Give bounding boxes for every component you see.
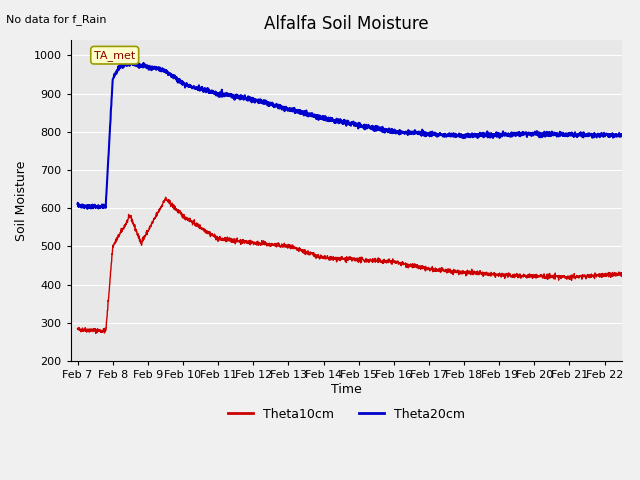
Legend: Theta10cm, Theta20cm: Theta10cm, Theta20cm [223, 403, 470, 425]
Text: TA_met: TA_met [94, 50, 135, 60]
Text: No data for f_Rain: No data for f_Rain [6, 14, 107, 25]
Title: Alfalfa Soil Moisture: Alfalfa Soil Moisture [264, 15, 429, 33]
Y-axis label: Soil Moisture: Soil Moisture [15, 160, 28, 241]
X-axis label: Time: Time [331, 383, 362, 396]
